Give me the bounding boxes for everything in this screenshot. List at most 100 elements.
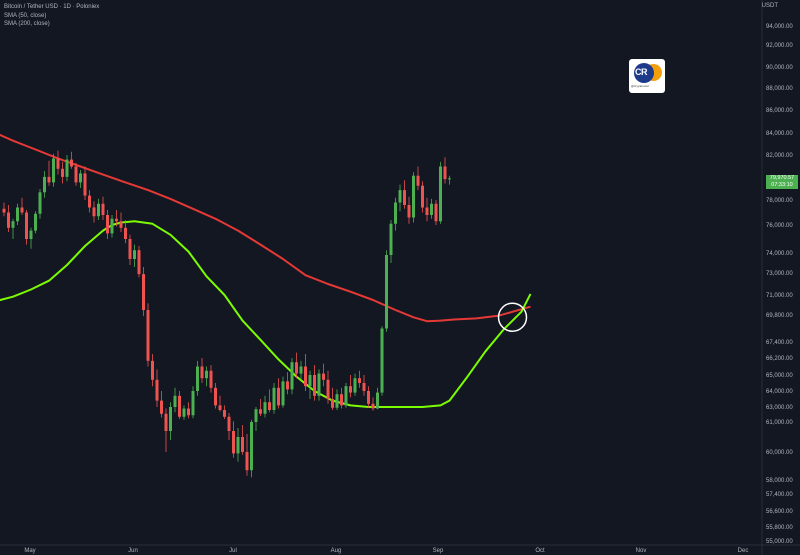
candle[interactable] bbox=[200, 358, 204, 383]
candle[interactable] bbox=[335, 389, 339, 410]
candle[interactable] bbox=[268, 389, 271, 413]
candle[interactable] bbox=[151, 354, 154, 387]
candle[interactable] bbox=[11, 218, 15, 239]
candle[interactable] bbox=[299, 360, 303, 380]
candle[interactable] bbox=[272, 383, 276, 414]
candle[interactable] bbox=[448, 175, 451, 185]
candle[interactable] bbox=[403, 180, 406, 209]
candle[interactable] bbox=[236, 428, 240, 462]
symbol-title[interactable]: Bitcoin / Tether USD · 1D · Poloniex bbox=[4, 4, 100, 10]
candle[interactable] bbox=[358, 370, 361, 388]
candle[interactable] bbox=[349, 375, 352, 398]
candle[interactable] bbox=[367, 386, 370, 408]
candle[interactable] bbox=[317, 369, 321, 401]
candle[interactable] bbox=[313, 365, 316, 401]
candle[interactable] bbox=[205, 366, 208, 387]
candle[interactable] bbox=[155, 369, 159, 407]
candle[interactable] bbox=[304, 354, 307, 391]
candle[interactable] bbox=[214, 383, 217, 409]
sma-50-line[interactable] bbox=[0, 220, 532, 408]
candle[interactable] bbox=[263, 395, 267, 418]
candle[interactable] bbox=[371, 397, 375, 411]
candle[interactable] bbox=[29, 227, 33, 249]
candle[interactable] bbox=[110, 215, 114, 238]
candle[interactable] bbox=[142, 267, 145, 317]
candle[interactable] bbox=[128, 234, 132, 265]
candle[interactable] bbox=[245, 434, 249, 476]
candle[interactable] bbox=[380, 326, 384, 396]
candle[interactable] bbox=[38, 189, 42, 219]
candle[interactable] bbox=[308, 370, 312, 399]
candle[interactable] bbox=[340, 387, 343, 409]
candle[interactable] bbox=[124, 220, 127, 244]
candle[interactable] bbox=[223, 405, 226, 419]
candle[interactable] bbox=[196, 360, 199, 396]
candle[interactable] bbox=[2, 202, 6, 217]
candle[interactable] bbox=[182, 405, 186, 420]
sma-200-legend[interactable]: SMA (200, close) bbox=[4, 21, 50, 27]
candle[interactable] bbox=[389, 220, 393, 263]
candle[interactable] bbox=[191, 386, 195, 419]
candle[interactable] bbox=[259, 399, 262, 416]
candle[interactable] bbox=[173, 387, 177, 413]
candle[interactable] bbox=[43, 171, 46, 198]
candle[interactable] bbox=[92, 201, 96, 223]
candle[interactable] bbox=[61, 161, 64, 184]
candle[interactable] bbox=[56, 150, 60, 175]
price-axis[interactable]: 94,000.00 92,000.00 90,000.00 88,000.00 86,0… bbox=[766, 24, 793, 545]
candle[interactable] bbox=[47, 160, 51, 186]
candle[interactable] bbox=[322, 363, 325, 387]
candle[interactable] bbox=[115, 210, 118, 227]
candle[interactable] bbox=[286, 372, 289, 395]
candle[interactable] bbox=[218, 395, 222, 412]
candle[interactable] bbox=[439, 161, 442, 224]
candle[interactable] bbox=[97, 198, 100, 220]
candle[interactable] bbox=[430, 198, 433, 219]
candle[interactable] bbox=[169, 402, 172, 440]
candle[interactable] bbox=[326, 370, 330, 404]
candle[interactable] bbox=[79, 169, 82, 188]
sma-50-legend[interactable]: SMA (50, close) bbox=[4, 12, 47, 19]
candle[interactable] bbox=[52, 153, 55, 187]
candle[interactable] bbox=[394, 197, 397, 231]
candle[interactable] bbox=[241, 425, 244, 455]
candle[interactable] bbox=[443, 157, 447, 184]
candle[interactable] bbox=[74, 163, 78, 186]
candle[interactable] bbox=[250, 419, 253, 478]
candle[interactable] bbox=[164, 408, 168, 453]
candle[interactable] bbox=[295, 352, 298, 379]
candle[interactable] bbox=[119, 212, 123, 233]
candle[interactable] bbox=[412, 172, 415, 223]
candle[interactable] bbox=[425, 197, 429, 222]
candle[interactable] bbox=[331, 387, 334, 410]
candle[interactable] bbox=[146, 303, 150, 367]
candle[interactable] bbox=[421, 181, 424, 213]
candle[interactable] bbox=[232, 421, 235, 458]
candle[interactable] bbox=[187, 402, 190, 419]
candle[interactable] bbox=[178, 391, 181, 419]
candle[interactable] bbox=[385, 250, 388, 332]
candle[interactable] bbox=[277, 378, 280, 409]
candle[interactable] bbox=[133, 244, 136, 267]
candle[interactable] bbox=[83, 166, 87, 201]
candle[interactable] bbox=[160, 391, 163, 418]
candle[interactable] bbox=[65, 155, 69, 182]
candle[interactable] bbox=[407, 196, 411, 224]
candle[interactable] bbox=[88, 190, 91, 213]
candle[interactable] bbox=[344, 383, 348, 408]
candle[interactable] bbox=[281, 376, 285, 408]
time-axis[interactable]: May Jun Jul Aug Sep Oct Nov Dec bbox=[24, 548, 748, 554]
candle[interactable] bbox=[20, 197, 24, 215]
candle[interactable] bbox=[106, 210, 109, 239]
candle[interactable] bbox=[227, 413, 231, 440]
candle[interactable] bbox=[353, 373, 357, 396]
candle[interactable] bbox=[416, 166, 420, 191]
candle[interactable] bbox=[434, 200, 438, 225]
candle[interactable] bbox=[25, 210, 28, 245]
sma-200-line[interactable] bbox=[0, 131, 531, 323]
candle[interactable] bbox=[376, 387, 379, 410]
candle[interactable] bbox=[101, 196, 105, 220]
candle[interactable] bbox=[209, 365, 213, 393]
candle[interactable] bbox=[362, 375, 366, 396]
